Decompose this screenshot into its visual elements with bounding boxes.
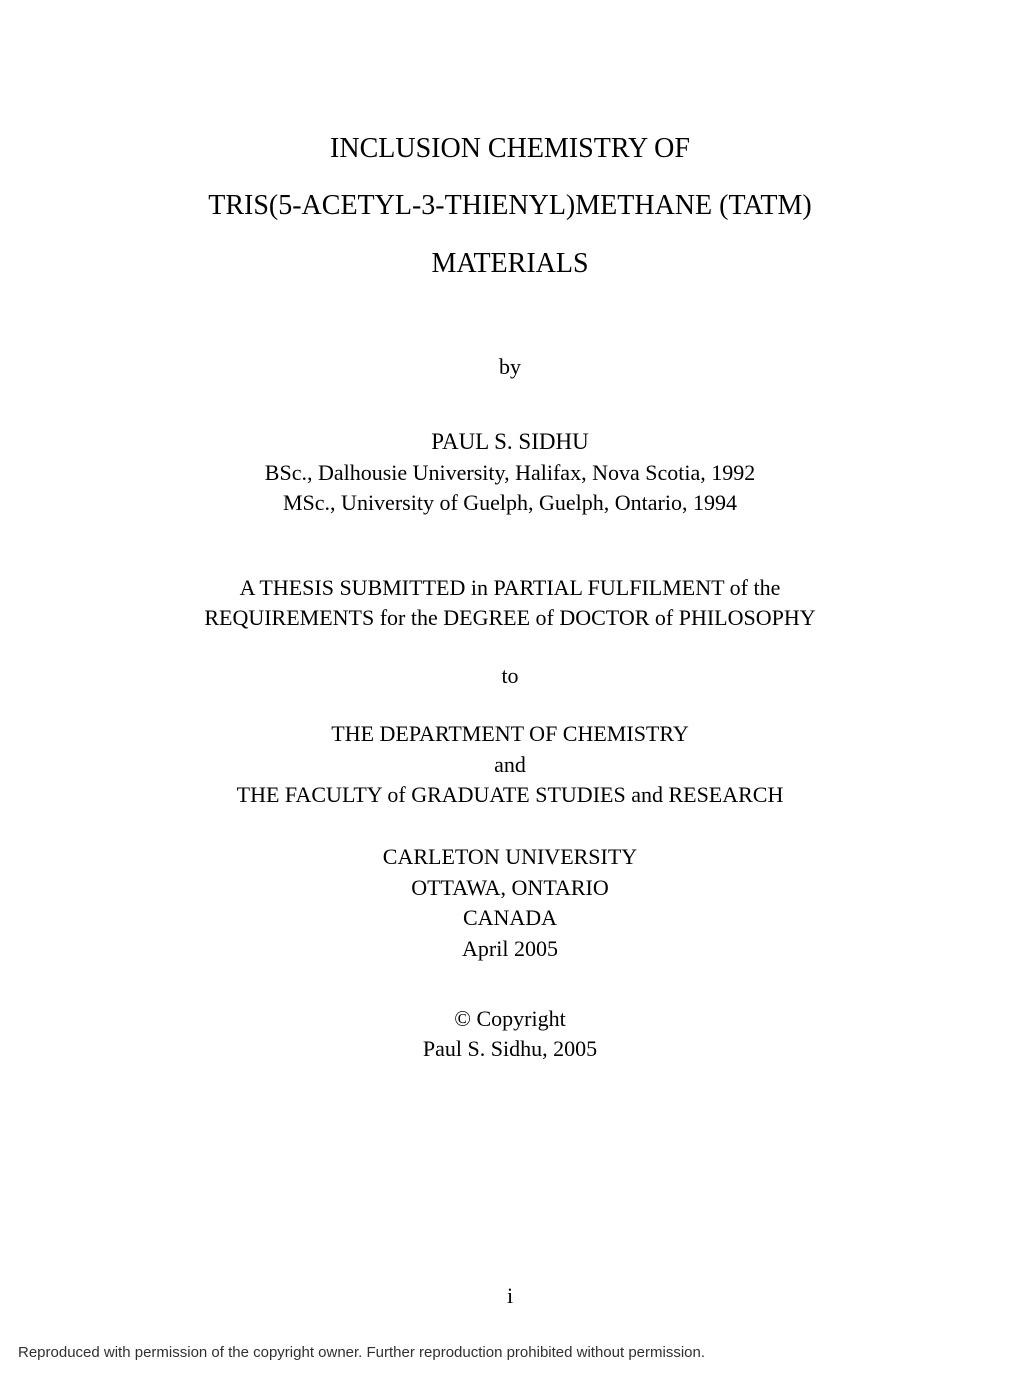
- university-name: CARLETON UNIVERSITY: [130, 842, 890, 872]
- title-line-3: MATERIALS: [130, 235, 890, 292]
- thesis-title: INCLUSION CHEMISTRY OF TRIS(5-ACETYL-3-T…: [130, 120, 890, 292]
- university-block: CARLETON UNIVERSITY OTTAWA, ONTARIO CANA…: [130, 842, 890, 963]
- copyright-symbol-line: © Copyright: [130, 1004, 890, 1034]
- author-degree-bsc: BSc., Dalhousie University, Halifax, Nov…: [130, 458, 890, 488]
- department-name: THE DEPARTMENT OF CHEMISTRY: [130, 719, 890, 749]
- copyright-holder-line: Paul S. Sidhu, 2005: [130, 1034, 890, 1064]
- title-line-1: INCLUSION CHEMISTRY OF: [130, 120, 890, 177]
- thesis-title-page: INCLUSION CHEMISTRY OF TRIS(5-ACETYL-3-T…: [0, 0, 1020, 1379]
- thesis-date: April 2005: [130, 934, 890, 964]
- by-label: by: [130, 354, 890, 380]
- author-degree-msc: MSc., University of Guelph, Guelph, Onta…: [130, 488, 890, 518]
- department-block: THE DEPARTMENT OF CHEMISTRY and THE FACU…: [130, 719, 890, 810]
- faculty-name: THE FACULTY of GRADUATE STUDIES and RESE…: [130, 780, 890, 810]
- submission-statement: A THESIS SUBMITTED in PARTIAL FULFILMENT…: [130, 573, 890, 634]
- university-city: OTTAWA, ONTARIO: [130, 873, 890, 903]
- to-label: to: [130, 663, 890, 689]
- title-line-2: TRIS(5-ACETYL-3-THIENYL)METHANE (TATM): [130, 177, 890, 234]
- submission-line-2: REQUIREMENTS for the DEGREE of DOCTOR of…: [130, 603, 890, 633]
- author-block: PAUL S. SIDHU BSc., Dalhousie University…: [130, 426, 890, 518]
- reproduction-notice: Reproduced with permission of the copyri…: [18, 1344, 705, 1361]
- university-country: CANADA: [130, 903, 890, 933]
- author-name: PAUL S. SIDHU: [130, 426, 890, 458]
- department-and: and: [130, 750, 890, 780]
- page-number: i: [0, 1283, 1020, 1309]
- submission-line-1: A THESIS SUBMITTED in PARTIAL FULFILMENT…: [130, 573, 890, 603]
- copyright-block: © Copyright Paul S. Sidhu, 2005: [130, 1004, 890, 1065]
